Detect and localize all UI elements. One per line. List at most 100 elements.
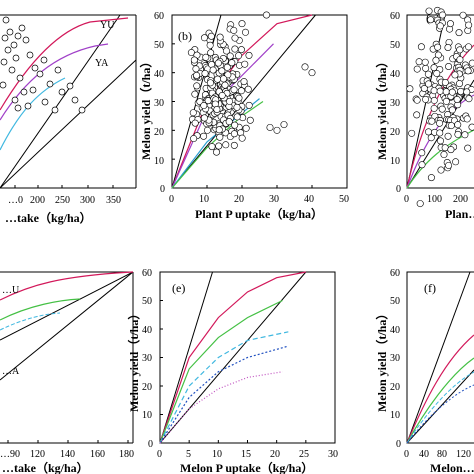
panel-b-point <box>280 121 288 129</box>
panel-a-points <box>0 16 86 114</box>
panel-c-point <box>440 151 448 159</box>
panel-b-boundary-lower <box>171 14 316 189</box>
panel-c-point <box>451 71 459 79</box>
panel-b-point <box>245 101 253 109</box>
panel-c: (c) 0 10 20 30 40 50 60 0 100 200 Plan… … <box>374 6 474 221</box>
panel-a-lower-line <box>0 59 137 189</box>
panel-b: (b) 0 10 20 30 40 50 60 0 10 20 30 40 50… <box>138 11 349 221</box>
panel-b-y-tick-3: 30 <box>154 98 164 109</box>
panel-c-point <box>447 146 455 154</box>
panel-c-frame <box>406 14 474 189</box>
panel-c-point <box>455 29 463 37</box>
panel-e-y-tick-5: 50 <box>142 296 152 307</box>
panel-b-point <box>209 66 217 74</box>
panel-b-tag: (b) <box>178 29 192 43</box>
panel-c-point <box>445 161 453 169</box>
panel-c-point <box>452 158 460 166</box>
panel-c-points <box>406 6 474 208</box>
panel-b-point <box>200 132 208 140</box>
panel-e-x-tick-0: 0 <box>157 449 162 460</box>
panel-d-blue-curve <box>0 312 61 331</box>
panel-c-point <box>430 96 438 104</box>
panel-a-x-tick-2: 250 <box>55 195 70 206</box>
panel-c-point <box>416 200 424 208</box>
panel-b-point <box>233 113 241 121</box>
panel-c-point <box>436 137 444 145</box>
panel-c-point <box>463 88 471 96</box>
panel-e-curve-2 <box>159 331 289 444</box>
panel-b-point <box>216 33 224 41</box>
panel-e: (e) 0 10 20 30 40 50 60 0 5 10 15 20 25 … <box>126 268 338 474</box>
panel-c-y-tick-2: 20 <box>390 127 400 138</box>
panel-f-x-tick-0: 0 <box>404 449 409 460</box>
panel-c-point <box>413 96 421 104</box>
panel-b-point <box>218 67 226 75</box>
panel-d-red-curve <box>0 271 134 301</box>
panel-b-point <box>231 45 239 53</box>
panel-c-point <box>461 131 469 139</box>
panel-a-red-curve <box>0 17 129 111</box>
panel-c-point <box>468 123 474 131</box>
panel-c-point <box>468 59 474 67</box>
panel-b-point <box>220 75 228 83</box>
panel-c-point <box>456 46 464 54</box>
panel-f-x-tick-2: 80 <box>437 449 447 460</box>
panel-d-x-tick-2: 140 <box>60 449 75 460</box>
panel-b-point <box>241 60 249 68</box>
panel-b-point <box>193 82 201 90</box>
panel-a-upper-line <box>0 14 121 189</box>
panel-c-point <box>408 129 416 137</box>
panel-c-point <box>453 95 461 103</box>
panel-b-point <box>238 134 246 142</box>
panel-b-x-tick-0: 0 <box>169 194 174 205</box>
panel-f-y-tick-2: 20 <box>390 382 400 393</box>
panel-b-point <box>206 41 214 49</box>
panel-b-point <box>213 148 221 156</box>
panel-d-a-label: …A <box>2 366 20 377</box>
panel-b-point <box>200 114 208 122</box>
panel-c-point <box>457 87 465 95</box>
panel-d-upper-line <box>0 271 134 381</box>
panel-c-y-tick-3: 30 <box>390 98 400 109</box>
panel-b-point <box>273 126 281 134</box>
panel-e-y-label: Melon yield（t/ha） <box>126 308 141 412</box>
panel-b-point <box>214 59 222 67</box>
panel-b-point <box>221 81 229 89</box>
panel-e-x-tick-4: 20 <box>270 449 280 460</box>
panel-b-point <box>223 47 231 55</box>
panel-c-point <box>433 69 441 77</box>
panel-b-point <box>231 34 239 42</box>
panel-c-point <box>437 166 445 174</box>
panel-b-y-tick-4: 40 <box>154 69 164 80</box>
panel-c-y-tick-4: 40 <box>390 69 400 80</box>
panel-b-point <box>226 97 234 105</box>
panel-c-y-tick-5: 50 <box>390 40 400 51</box>
panel-b-y-label: Melon yield（t/ha） <box>138 56 153 160</box>
panel-d-green-curve <box>0 298 81 321</box>
panel-c-x-tick-1: 100 <box>427 194 442 205</box>
panel-f-frame <box>406 271 474 444</box>
panel-c-x-tick-2: 200 <box>453 194 468 205</box>
panel-f-y-tick-0: 0 <box>396 439 401 450</box>
panel-b-point <box>230 141 238 149</box>
panel-c-point <box>418 161 426 169</box>
panel-c-point <box>463 115 471 123</box>
panel-b-point <box>200 34 208 42</box>
panel-b-point <box>207 32 215 40</box>
panel-b-point <box>225 118 233 126</box>
panel-c-point <box>447 122 455 130</box>
panel-b-point <box>191 119 199 127</box>
panel-a-x-tick-4: 350 <box>106 195 121 206</box>
panel-b-points <box>187 11 316 156</box>
panel-d-x-ticks <box>7 440 129 443</box>
panel-f-blue-curve <box>406 371 474 444</box>
panel-b-point <box>240 78 248 86</box>
panel-a-x-tick-3: 300 <box>80 195 95 206</box>
panel-b-point <box>238 20 246 28</box>
panel-c-point <box>448 106 456 114</box>
panel-b-point <box>200 102 208 110</box>
panel-c-point <box>425 7 433 15</box>
panel-a-purple-curve <box>0 43 109 121</box>
panel-b-point <box>228 59 236 67</box>
panel-f-green-curve <box>406 357 474 444</box>
